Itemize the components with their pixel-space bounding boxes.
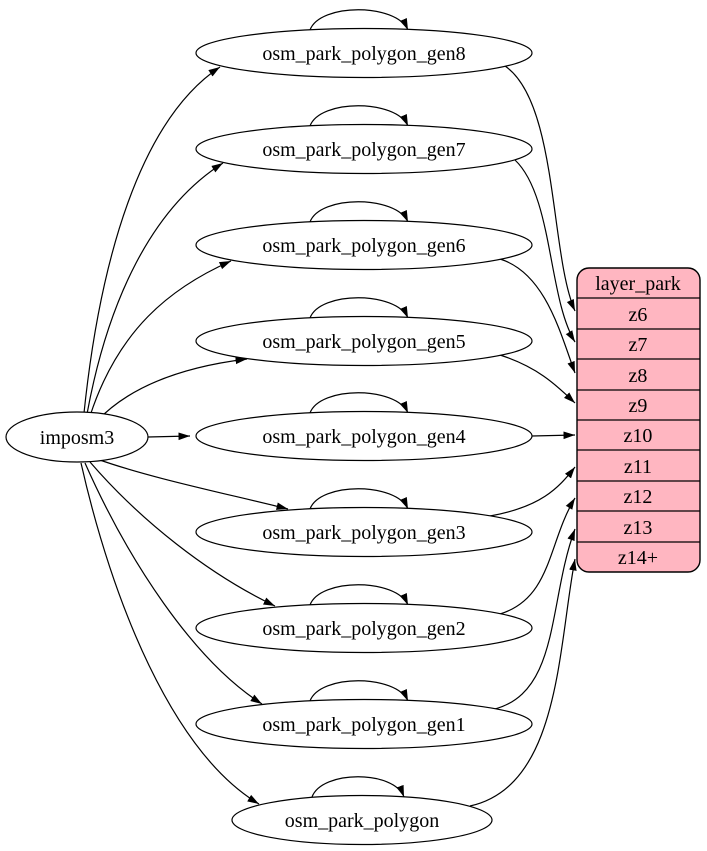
gen4-label: osm_park_polygon_gen4 bbox=[262, 426, 465, 448]
edge-imposm3-to-gen3 bbox=[96, 458, 289, 510]
gen3-label: osm_park_polygon_gen3 bbox=[262, 522, 465, 544]
row-z14: z14+ bbox=[618, 547, 658, 569]
node-gen6: osm_park_polygon_gen6 bbox=[195, 219, 533, 271]
edge-gen2-to-z12 bbox=[499, 497, 576, 615]
self-loop-gen4 bbox=[309, 392, 409, 414]
edges-from-source bbox=[80, 66, 289, 805]
gen1-label: osm_park_polygon_gen1 bbox=[262, 714, 465, 736]
gen5-label: osm_park_polygon_gen5 bbox=[262, 331, 465, 353]
polygon-ellipse bbox=[231, 794, 493, 846]
row-z6: z6 bbox=[629, 304, 648, 326]
node-imposm3: imposm3 bbox=[5, 411, 149, 463]
edges-to-layer bbox=[469, 65, 577, 807]
self-loop-gen8 bbox=[309, 9, 409, 31]
node-gen1: osm_park_polygon_gen1 bbox=[195, 698, 533, 750]
self-loop-gen1 bbox=[309, 680, 409, 702]
row-z12: z12 bbox=[624, 486, 653, 508]
edge-imposm3-to-gen6 bbox=[89, 260, 232, 417]
self-loop-gen5 bbox=[309, 297, 409, 319]
self-loop-edges bbox=[309, 9, 409, 798]
edge-imposm3-to-gen8 bbox=[83, 66, 221, 414]
node-gen4: osm_park_polygon_gen4 bbox=[195, 410, 533, 462]
self-loop-gen7 bbox=[309, 105, 409, 127]
gen8-label: osm_park_polygon_gen8 bbox=[262, 43, 465, 65]
gen6-label: osm_park_polygon_gen6 bbox=[262, 235, 465, 257]
row-z8: z8 bbox=[629, 365, 648, 387]
node-gen8: osm_park_polygon_gen8 bbox=[195, 27, 533, 79]
edge-imposm3-to-polygon bbox=[80, 462, 260, 805]
node-gen7: osm_park_polygon_gen7 bbox=[195, 123, 533, 175]
edge-gen4-to-z10 bbox=[531, 431, 576, 440]
edge-gen3-to-z11 bbox=[489, 466, 576, 517]
edge-imposm3-to-gen7 bbox=[86, 162, 224, 415]
row-z9: z9 bbox=[629, 395, 648, 417]
edge-gen1-to-z13 bbox=[494, 528, 576, 710]
gen1-ellipse bbox=[195, 698, 533, 750]
node-gen3: osm_park_polygon_gen3 bbox=[195, 506, 533, 558]
gen2-label: osm_park_polygon_gen2 bbox=[262, 618, 465, 640]
edge-imposm3-to-gen5 bbox=[96, 356, 248, 422]
gen5-ellipse bbox=[195, 315, 533, 367]
gen4-ellipse bbox=[195, 410, 533, 462]
node-gen2: osm_park_polygon_gen2 bbox=[195, 602, 533, 654]
self-loop-polygon bbox=[311, 776, 405, 798]
gen3-ellipse bbox=[195, 506, 533, 558]
edge-imposm3-to-gen1 bbox=[84, 462, 263, 705]
edge-imposm3-to-gen4 bbox=[147, 432, 191, 441]
edge-polygon-to-z14 bbox=[469, 558, 577, 807]
layer-park-table: layer_park z6 z7 z8 z9 z10 z11 z12 z13 z… bbox=[576, 267, 701, 573]
imposm3-ellipse bbox=[5, 411, 149, 463]
gen8-ellipse bbox=[195, 27, 533, 79]
row-z10: z10 bbox=[624, 425, 653, 447]
gen7-label: osm_park_polygon_gen7 bbox=[262, 139, 465, 161]
edge-imposm3-to-gen2 bbox=[89, 461, 276, 607]
node-gen5: osm_park_polygon_gen5 bbox=[195, 315, 533, 367]
self-loop-gen2 bbox=[309, 584, 409, 606]
edge-gen8-to-z6 bbox=[504, 65, 576, 312]
self-loop-gen3 bbox=[309, 488, 409, 510]
gen2-ellipse bbox=[195, 602, 533, 654]
edge-gen7-to-z7 bbox=[514, 159, 576, 343]
row-z11: z11 bbox=[624, 456, 652, 478]
imposm3-label: imposm3 bbox=[40, 427, 114, 449]
gen7-ellipse bbox=[195, 123, 533, 175]
edge-gen5-to-z9 bbox=[499, 354, 576, 404]
row-z7: z7 bbox=[629, 334, 648, 356]
row-z13: z13 bbox=[624, 517, 653, 539]
node-polygon: osm_park_polygon bbox=[231, 794, 493, 846]
self-loop-gen6 bbox=[309, 201, 409, 223]
edge-gen6-to-z8 bbox=[499, 258, 576, 374]
layer-park-title: layer_park bbox=[595, 273, 681, 295]
gen6-ellipse bbox=[195, 219, 533, 271]
polygon-label: osm_park_polygon bbox=[285, 810, 439, 832]
